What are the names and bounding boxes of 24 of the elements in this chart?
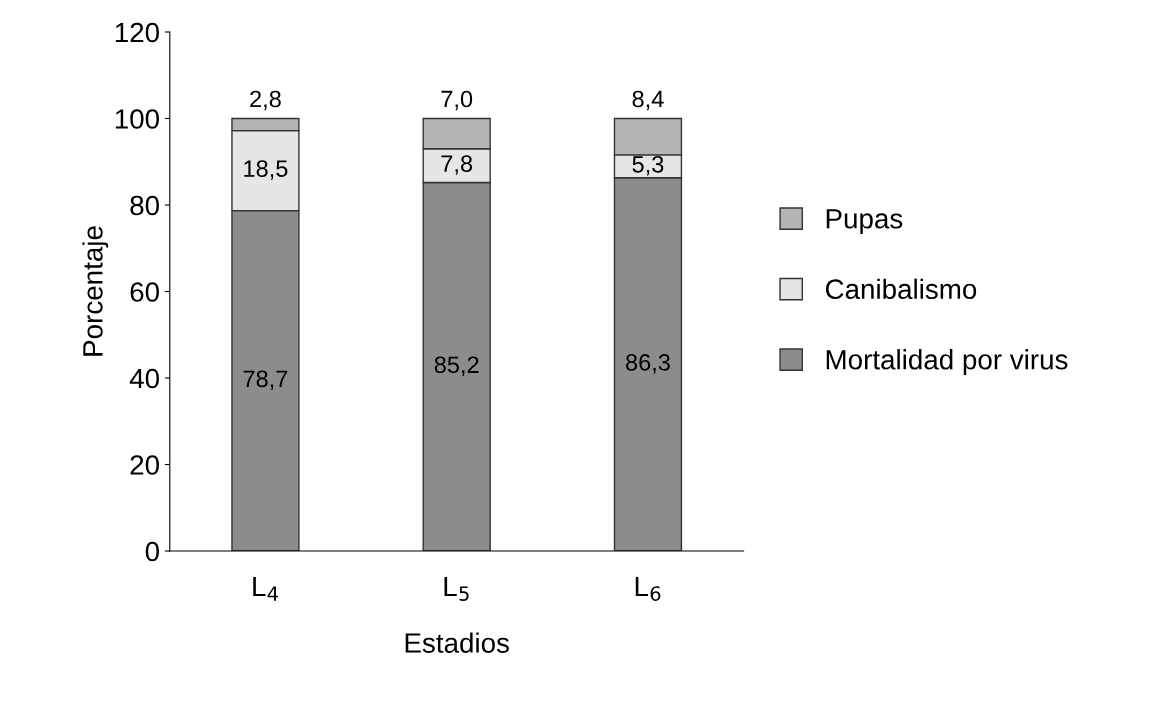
data-label: 86,3 <box>626 354 670 374</box>
legend-label: Canibalismo <box>825 278 977 300</box>
data-label: 5,3 <box>632 155 664 176</box>
data-label: 78,7 <box>243 370 288 390</box>
y-tick-label: 40 <box>129 368 159 389</box>
legend-label: Pupas <box>826 209 903 235</box>
x-axis-title: Estadios <box>405 632 509 653</box>
data-label: 8,4 <box>632 90 664 111</box>
x-tick-label: L$_{4}$ <box>253 576 278 601</box>
data-label: 18,5 <box>244 160 288 180</box>
y-tick-label: 100 <box>115 109 159 129</box>
y-tick-label: 80 <box>130 195 159 216</box>
data-label: 2,8 <box>250 90 281 111</box>
y-axis-title: Porcentaje <box>82 226 109 356</box>
x-tick-label: L$_{6}$ <box>635 576 661 601</box>
legend-label: Mortalidad por virus <box>826 349 1068 376</box>
y-tick-label: 120 <box>115 22 159 43</box>
y-tick-label: 60 <box>130 282 159 302</box>
x-tick-label: L$_{5}$ <box>444 576 469 601</box>
y-tick-label: 20 <box>130 455 159 475</box>
y-tick-label: 0 <box>145 541 159 562</box>
data-label: 7,8 <box>441 155 473 175</box>
data-label: 85,2 <box>434 356 479 376</box>
data-label: 7,0 <box>441 90 473 111</box>
